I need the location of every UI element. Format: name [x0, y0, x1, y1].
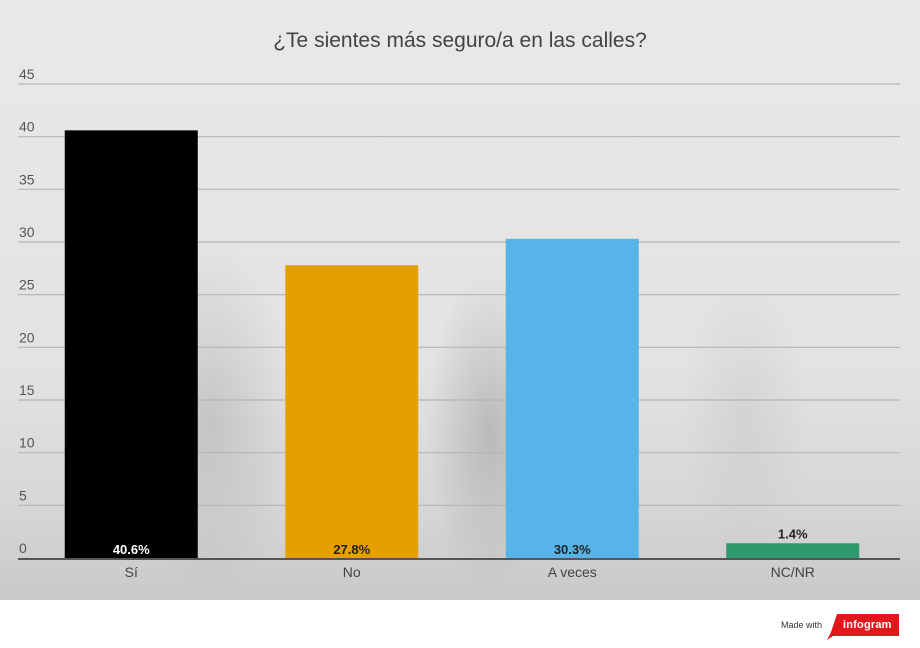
bar-value-label: 30.3%: [554, 542, 591, 557]
bar-chart: ¿Te sientes más seguro/a en las calles? 0…: [18, 29, 900, 580]
y-tick-label: 0: [19, 540, 27, 556]
footer: [0, 600, 920, 648]
bar-value-label: 1.4%: [778, 526, 808, 541]
x-category-label: A veces: [548, 564, 597, 580]
y-tick-label: 20: [19, 329, 35, 345]
bar-value-label: 27.8%: [333, 542, 370, 557]
bar: [505, 238, 639, 558]
y-tick-label: 25: [19, 277, 35, 293]
x-category-label: Sí: [125, 564, 138, 580]
infogram-logo-text[interactable]: infogram: [843, 619, 892, 631]
y-tick-label: 35: [19, 171, 35, 187]
bar: [64, 130, 198, 558]
bar: [726, 543, 860, 558]
y-tick-label: 40: [19, 119, 35, 135]
x-category-label: No: [343, 564, 361, 580]
chart-title: ¿Te sientes más seguro/a en las calles?: [273, 29, 647, 52]
y-tick-label: 30: [19, 224, 35, 240]
y-tick-label: 5: [19, 487, 27, 503]
x-category-label: NC/NR: [771, 564, 815, 580]
y-tick-label: 15: [19, 382, 35, 398]
y-tick-label: 10: [19, 435, 35, 451]
y-tick-label: 45: [19, 66, 35, 82]
made-with-label: Made with: [781, 620, 823, 630]
bar: [285, 265, 419, 558]
bar-value-label: 40.6%: [113, 542, 150, 557]
infogram-logo-badge[interactable]: [827, 614, 899, 640]
